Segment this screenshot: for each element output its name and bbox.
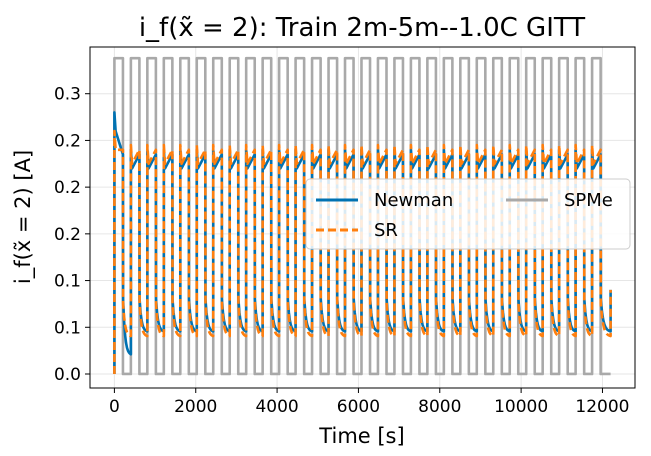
y-tick-label: 0.2 <box>54 131 81 151</box>
x-tick-label: 4000 <box>255 397 298 417</box>
y-tick-label: 0.3 <box>54 85 81 105</box>
y-axis-label: i_f(x̃ = 2) [A] <box>11 150 36 284</box>
x-tick-label: 10000 <box>494 397 548 417</box>
y-tick-label: 0.2 <box>54 225 81 245</box>
chart-title: i_f(x̃ = 2): Train 2m-5m--1.0C GITT <box>139 13 585 43</box>
x-tick-label: 0 <box>109 397 120 417</box>
legend-label-sr: SR <box>374 220 398 241</box>
series-line-sr <box>113 129 612 374</box>
y-axis: 0.0 0.1 0.1 0.2 0.2 0.2 0.3 <box>54 85 90 385</box>
y-tick-label: 0.1 <box>54 318 81 338</box>
x-axis-label: Time [s] <box>318 424 404 448</box>
legend-label-spme: SPMe <box>564 190 613 211</box>
legend-label-newman: Newman <box>374 190 453 211</box>
y-tick-label: 0.0 <box>54 365 81 385</box>
y-tick-label: 0.1 <box>54 272 81 292</box>
axes-frame <box>89 46 636 389</box>
legend: Newman SR SPMe <box>305 178 631 250</box>
legend-frame <box>305 178 631 250</box>
series-line-spme <box>113 56 611 376</box>
x-tick-label: 2000 <box>174 397 217 417</box>
x-tick-label: 6000 <box>337 397 380 417</box>
x-axis: 0 2000 4000 6000 8000 10000 12000 <box>109 388 630 417</box>
x-tick-label: 8000 <box>418 397 461 417</box>
y-tick-label: 0.2 <box>54 178 81 198</box>
x-tick-label: 12000 <box>575 397 629 417</box>
